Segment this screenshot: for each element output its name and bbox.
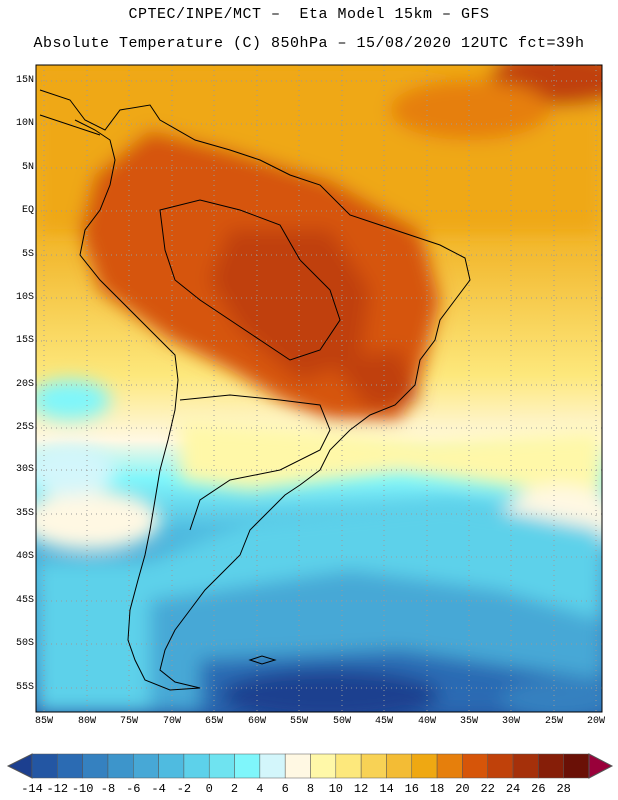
colorbar-swatch [436, 753, 463, 779]
lat-label: 40S [15, 551, 34, 562]
colorbar-swatch [487, 753, 514, 779]
lon-label: 25W [544, 716, 563, 727]
lon-label: 30W [501, 716, 520, 727]
colorbar-swatch [158, 753, 185, 779]
colorbar-swatch [284, 753, 311, 779]
colorbar-label: 0 [205, 782, 213, 796]
colorbar-label: 4 [256, 782, 264, 796]
lat-label: 10N [15, 118, 34, 129]
lat-label: 15S [15, 335, 34, 346]
colorbar-label: 12 [353, 782, 369, 796]
lat-label: 45S [15, 595, 34, 606]
colorbar-label: -12 [46, 782, 69, 796]
lon-label: 70W [162, 716, 181, 727]
central-america-coastline [39, 114, 101, 136]
lon-label: 20W [586, 716, 605, 727]
colorbar-swatch [183, 753, 210, 779]
bolivia-brazil-border [159, 199, 341, 361]
colorbar-label: 6 [281, 782, 289, 796]
lat-label: 5N [21, 162, 34, 173]
chart-subtitle: Absolute Temperature (C) 850hPa – 15/08/… [33, 35, 585, 52]
lon-label: 50W [332, 716, 351, 727]
lon-label: 65W [204, 716, 223, 727]
colorbar-swatch [462, 753, 488, 779]
lat-label: 25S [15, 422, 34, 433]
colorbar-label: 14 [379, 782, 394, 796]
colorbar-label: -14 [21, 782, 43, 796]
southern-cone-borders [179, 394, 331, 531]
colorbar-label: 18 [429, 782, 445, 796]
lat-label: 35S [15, 508, 34, 519]
lat-label: EQ [21, 205, 34, 216]
lon-label: 40W [417, 716, 436, 727]
colorbar-label: 10 [328, 782, 344, 796]
colorbar-swatch [107, 753, 134, 779]
chart-title: CPTEC/INPE/MCT – Eta Model 15km – GFS [128, 6, 490, 23]
colorbar-swatch [512, 753, 539, 779]
lat-label: 55S [15, 682, 34, 693]
colorbar-swatch [538, 753, 564, 779]
lon-label: 60W [247, 716, 266, 727]
colorbar [6, 753, 614, 779]
lon-label: 80W [77, 716, 96, 727]
lon-label: 45W [374, 716, 393, 727]
colorbar-swatch [259, 753, 286, 779]
coastlines [39, 89, 471, 691]
colorbar-swatch [335, 753, 362, 779]
colorbar-label: -2 [176, 782, 192, 796]
map-frame [35, 64, 603, 713]
colorbar-label: 28 [556, 782, 571, 796]
colorbar-label: -8 [100, 782, 116, 796]
lat-label: 10S [15, 292, 34, 303]
colorbar-label: -10 [71, 782, 94, 796]
colorbar-swatch [57, 753, 83, 779]
colorbar-label: 20 [455, 782, 470, 796]
lat-label: 50S [15, 638, 34, 649]
colorbar-label: 26 [531, 782, 546, 796]
lat-label: 15N [15, 75, 34, 86]
colorbar-label: 2 [230, 782, 239, 796]
colorbar-swatch [386, 753, 413, 779]
colorbar-label: 22 [480, 782, 495, 796]
colorbar-swatch [563, 753, 590, 779]
colorbar-swatch [310, 753, 337, 779]
lon-label: 75W [119, 716, 138, 727]
colorbar-swatch [133, 753, 159, 779]
colorbar-swatch [360, 753, 387, 779]
colorbar-max-arrow [588, 753, 614, 779]
lat-label: 5S [21, 249, 34, 260]
lat-label: 30S [15, 464, 34, 475]
colorbar-label: 16 [404, 782, 419, 796]
colorbar-swatch [234, 753, 261, 779]
falkland-islands [248, 655, 277, 665]
lon-label: 35W [459, 716, 478, 727]
colorbar-label: -4 [151, 782, 166, 796]
south-america-coastline [39, 89, 471, 691]
lon-label: 85W [34, 716, 53, 727]
lat-label: 20S [15, 379, 34, 390]
colorbar-swatch [31, 753, 58, 779]
colorbar-min-arrow [6, 753, 33, 779]
colorbar-swatch [208, 753, 235, 779]
colorbar-label: 8 [306, 782, 315, 796]
colorbar-swatch [411, 753, 438, 779]
colorbar-label: 24 [505, 782, 521, 796]
lon-label: 55W [289, 716, 308, 727]
temperature-field [36, 65, 602, 712]
colorbar-label: -6 [126, 782, 141, 796]
colorbar-swatch [82, 753, 109, 779]
